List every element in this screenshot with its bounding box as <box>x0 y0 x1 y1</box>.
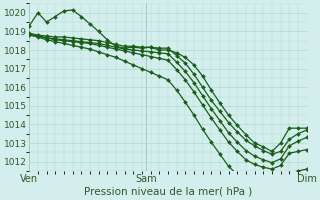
X-axis label: Pression niveau de la mer( hPa ): Pression niveau de la mer( hPa ) <box>84 187 252 197</box>
